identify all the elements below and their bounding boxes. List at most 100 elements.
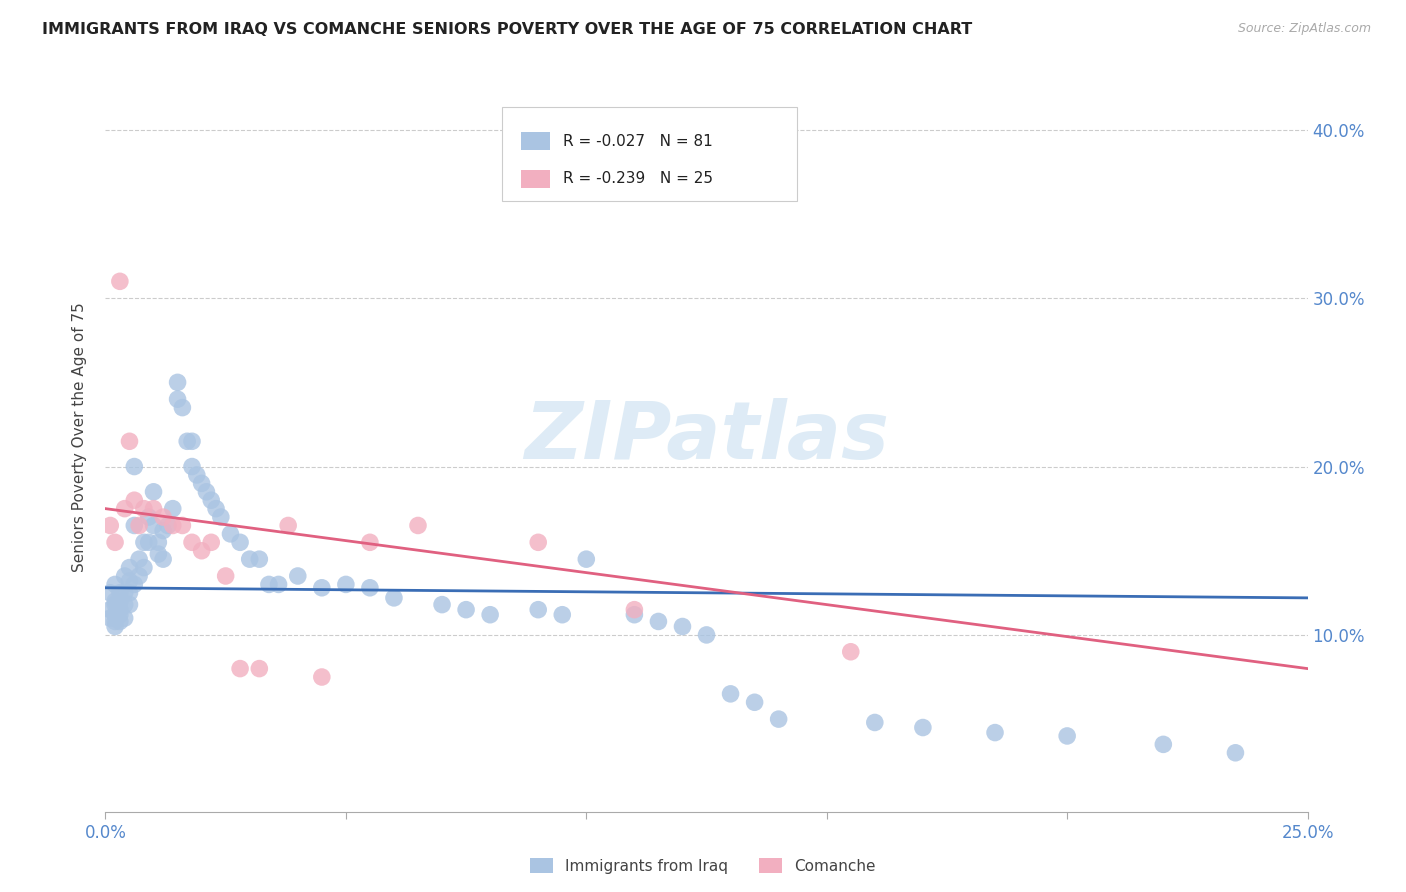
Point xyxy=(186,467,208,482)
Point xyxy=(247,662,270,676)
Point xyxy=(623,602,645,616)
Point xyxy=(172,401,194,415)
Point xyxy=(114,586,136,600)
Point xyxy=(128,518,150,533)
Point xyxy=(104,577,127,591)
Point xyxy=(720,687,742,701)
Point xyxy=(128,569,150,583)
Point xyxy=(359,581,381,595)
Point xyxy=(162,518,184,533)
Y-axis label: Seniors Poverty Over the Age of 75: Seniors Poverty Over the Age of 75 xyxy=(72,302,87,572)
Text: ZIPatlas: ZIPatlas xyxy=(524,398,889,476)
Point xyxy=(181,535,204,549)
FancyBboxPatch shape xyxy=(522,132,550,150)
FancyBboxPatch shape xyxy=(502,107,797,201)
Point xyxy=(527,535,550,549)
Point xyxy=(911,721,934,735)
Point xyxy=(118,560,141,574)
Text: R = -0.239   N = 25: R = -0.239 N = 25 xyxy=(564,171,713,186)
Point xyxy=(205,501,228,516)
Point xyxy=(98,611,121,625)
Point xyxy=(156,518,179,533)
Point xyxy=(166,376,188,390)
Point xyxy=(132,535,155,549)
Point xyxy=(190,543,212,558)
Point xyxy=(623,607,645,622)
Point xyxy=(108,615,131,629)
Point xyxy=(142,518,165,533)
Point xyxy=(1225,746,1247,760)
Point xyxy=(176,434,198,449)
Point xyxy=(181,434,204,449)
Point xyxy=(104,594,127,608)
Point xyxy=(195,484,218,499)
Point xyxy=(647,615,669,629)
Point xyxy=(166,392,188,407)
Point xyxy=(287,569,309,583)
Point xyxy=(114,598,136,612)
Point xyxy=(124,577,146,591)
Text: IMMIGRANTS FROM IRAQ VS COMANCHE SENIORS POVERTY OVER THE AGE OF 75 CORRELATION : IMMIGRANTS FROM IRAQ VS COMANCHE SENIORS… xyxy=(42,22,973,37)
Point xyxy=(1152,737,1174,751)
Point xyxy=(214,569,236,583)
Point xyxy=(744,695,766,709)
Point xyxy=(479,607,502,622)
Point xyxy=(138,535,160,549)
Point xyxy=(148,535,170,549)
Point xyxy=(277,518,299,533)
Point xyxy=(108,607,131,622)
Point xyxy=(382,591,405,605)
FancyBboxPatch shape xyxy=(522,169,550,187)
Point xyxy=(527,602,550,616)
Point xyxy=(984,725,1007,739)
Point xyxy=(696,628,718,642)
Point xyxy=(152,552,174,566)
Point xyxy=(142,484,165,499)
Point xyxy=(98,602,121,616)
Point xyxy=(114,569,136,583)
Point xyxy=(406,518,429,533)
Point xyxy=(104,607,127,622)
Point xyxy=(114,611,136,625)
Point xyxy=(118,586,141,600)
Point xyxy=(148,547,170,561)
Point xyxy=(114,501,136,516)
Point xyxy=(839,645,862,659)
Point xyxy=(454,602,477,616)
Point xyxy=(132,560,155,574)
Text: Source: ZipAtlas.com: Source: ZipAtlas.com xyxy=(1237,22,1371,36)
Point xyxy=(152,524,174,538)
Point xyxy=(124,518,146,533)
Point xyxy=(239,552,262,566)
Point xyxy=(132,501,155,516)
Point xyxy=(200,493,222,508)
Point xyxy=(209,510,232,524)
Point xyxy=(108,602,131,616)
Point xyxy=(172,518,194,533)
Point xyxy=(229,662,252,676)
Point xyxy=(551,607,574,622)
Point xyxy=(128,552,150,566)
Point xyxy=(104,535,127,549)
Point xyxy=(200,535,222,549)
Point xyxy=(575,552,598,566)
Point xyxy=(108,274,131,288)
Point xyxy=(98,586,121,600)
Point xyxy=(118,574,141,588)
Point xyxy=(104,619,127,633)
Text: R = -0.027   N = 81: R = -0.027 N = 81 xyxy=(564,134,713,149)
Point xyxy=(181,459,204,474)
Point xyxy=(219,527,242,541)
Point xyxy=(138,510,160,524)
Point xyxy=(104,598,127,612)
Legend: Immigrants from Iraq, Comanche: Immigrants from Iraq, Comanche xyxy=(524,852,882,880)
Point xyxy=(768,712,790,726)
Point xyxy=(311,581,333,595)
Point xyxy=(162,501,184,516)
Point xyxy=(124,493,146,508)
Point xyxy=(247,552,270,566)
Point xyxy=(190,476,212,491)
Point xyxy=(267,577,290,591)
Point xyxy=(152,510,174,524)
Point xyxy=(430,598,453,612)
